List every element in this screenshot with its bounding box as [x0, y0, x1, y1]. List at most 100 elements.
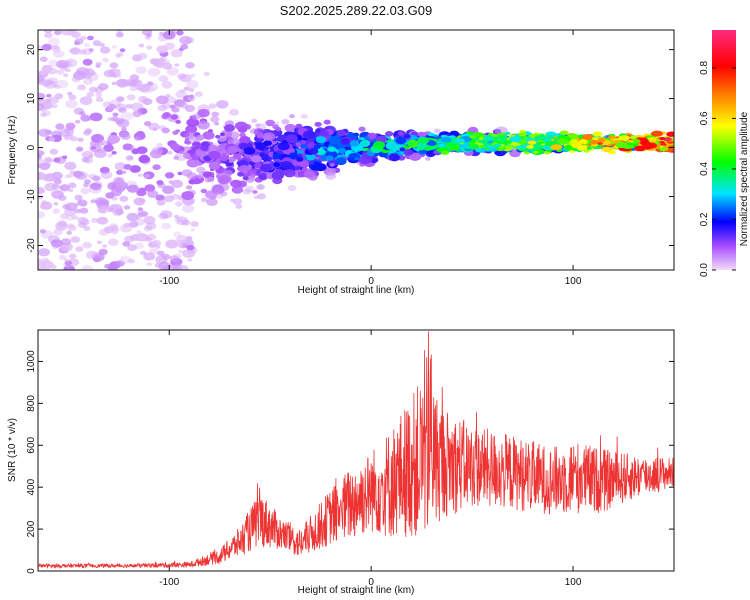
spectrogram-cell [161, 127, 170, 134]
spectrogram-ridge-cell [483, 135, 494, 141]
spectrogram-ridge-cell [450, 145, 461, 151]
spectrogram-ridge-cell [426, 140, 437, 146]
spectrogram-cell [68, 253, 77, 259]
spectrogram-cell [181, 191, 194, 200]
spectrogram-cell [149, 247, 159, 255]
spectrogram-ridge-cell [455, 138, 465, 144]
spectrogram-cell [117, 96, 124, 101]
spectrogram-cell [271, 171, 284, 180]
spectrogram-cell [162, 62, 173, 70]
spectrogram-cell [82, 72, 92, 79]
spectrogram-cell [265, 119, 275, 127]
spectrogram-cell [395, 136, 407, 145]
spectrogram-cell [66, 30, 77, 36]
spectrogram-cell [255, 123, 261, 128]
spectrogram-cell [115, 103, 127, 112]
spectrogram-cell [38, 128, 51, 137]
spectrogram-cell [294, 165, 301, 171]
spectrogram-cell [194, 91, 203, 97]
spectrogram-cell [38, 154, 42, 160]
spectrogram-cell [302, 130, 316, 140]
spectrogram-cell [146, 233, 157, 241]
spectrogram-cell [98, 248, 108, 256]
spectrogram-cell [258, 173, 268, 180]
spectrogram-cell [167, 150, 173, 155]
spectrogram-cell [81, 157, 90, 163]
spectrogram-cell [108, 204, 119, 211]
spectrogram-cell [308, 160, 315, 165]
spectrogram-cell [186, 158, 200, 168]
spectrogram-ridge-cell [440, 137, 452, 143]
spectrogram-cell [76, 84, 87, 91]
spectrogram-cell [129, 86, 138, 92]
spectrogram-ridge-cell [660, 142, 667, 146]
spectrogram-cell [277, 142, 290, 151]
spectrogram-cell [256, 184, 265, 190]
spectrogram-cell [158, 261, 172, 270]
spectrogram-cell [145, 237, 152, 243]
spectrogram-cell [173, 155, 180, 160]
spectrogram-cell [80, 35, 87, 41]
spectrogram-cell [62, 155, 68, 160]
snr-xtick-label: 0 [368, 577, 374, 588]
spectrogram-cell [136, 146, 148, 154]
spectrogram-cell [189, 73, 196, 78]
spectrogram-cell [280, 161, 293, 170]
spectrogram-cell [133, 78, 139, 83]
spectrogram-ridge-cell [659, 147, 669, 152]
spectrogram-cell [174, 63, 180, 67]
spectrogram-cell [147, 190, 159, 198]
spectrogram-cell [115, 73, 122, 78]
spectrogram-cell [168, 180, 174, 184]
colorbar: 0.0 0.2 0.4 0.6 0.8 Normalized spectral ampl… [699, 30, 750, 277]
spectrogram-cell [210, 116, 220, 123]
spectrogram-cell [226, 145, 239, 154]
spectrogram-cell [78, 84, 86, 90]
spectrogram-cell [67, 223, 75, 229]
spectrogram-cell [253, 162, 263, 169]
spectrogram-cell [181, 204, 195, 213]
spectrogram-cell [43, 30, 53, 34]
spectrogram-cell [190, 228, 196, 232]
spectrogram-cell [143, 225, 152, 232]
spectrogram-cell [38, 149, 43, 156]
spectrogram-cell [256, 133, 265, 139]
spectrogram-cell [77, 216, 88, 225]
spectrogram-cell [74, 119, 81, 124]
spectrogram-ridge-cell [651, 130, 664, 137]
spectrogram-cell [95, 96, 104, 103]
spectrogram-ridge-cell [557, 138, 569, 145]
spectrogram-cell [51, 183, 61, 190]
spectrogram-cell [210, 116, 220, 123]
spectrogram-cell [64, 174, 70, 179]
spectrogram-cell [144, 121, 152, 127]
spectrogram-cell [188, 88, 195, 92]
spectrogram-cell [354, 157, 360, 161]
spectrogram-cell [71, 75, 81, 83]
spectrogram-cell [117, 207, 124, 212]
spectrogram-cell [155, 194, 165, 202]
spectrogram-cell [249, 128, 259, 135]
spectrogram-cell [197, 108, 210, 118]
snr-series-line [38, 331, 674, 570]
spectrogram-cell [88, 86, 98, 93]
spectrogram-cell [156, 142, 164, 148]
spectrogram-cell [79, 207, 89, 214]
spectrogram-cell [187, 258, 193, 262]
spectrogram-cell [175, 201, 183, 207]
spectrogram-ytick-label: 20 [26, 44, 37, 56]
spectrogram-cell [50, 44, 58, 50]
spectrogram-cell [196, 166, 206, 174]
spectrogram-ridge-cell [485, 144, 493, 149]
spectrogram-cell [260, 163, 272, 173]
spectrogram-ytick-label: 10 [26, 93, 37, 105]
spectrogram-ytick-label: -20 [26, 238, 37, 253]
spectrogram-cell [83, 78, 93, 85]
spectrogram-cell [403, 134, 411, 139]
spectrogram-cell [75, 246, 84, 252]
spectrogram-cell [90, 199, 97, 204]
spectrogram-cell [295, 123, 303, 129]
spectrogram-cell [100, 171, 113, 179]
spectrogram-ridge-cell [569, 150, 575, 153]
